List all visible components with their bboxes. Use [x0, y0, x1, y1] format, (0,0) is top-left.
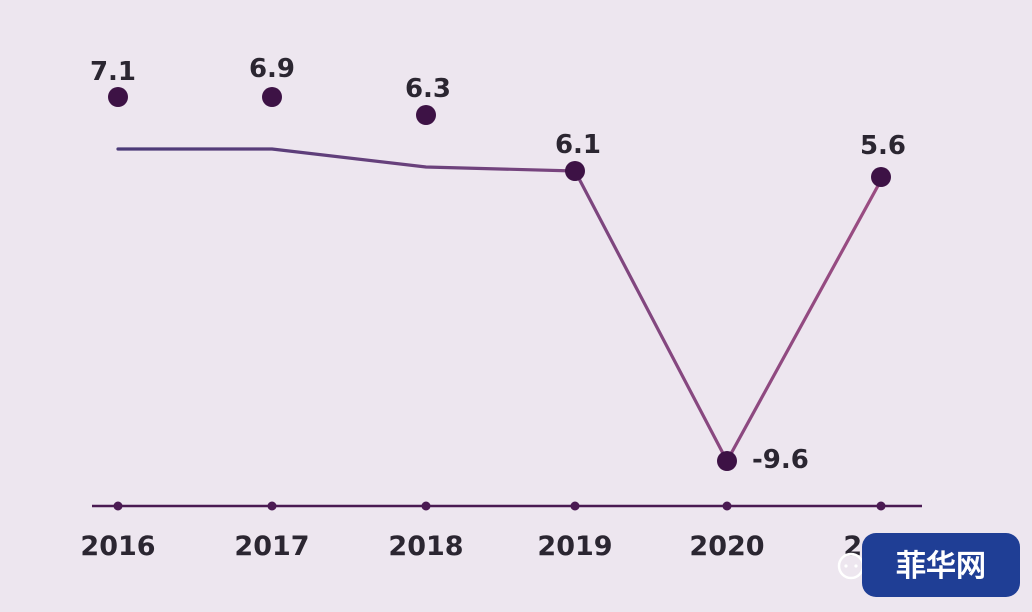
data-label-2016: 7.1 — [90, 57, 136, 87]
wechat-icon-inner — [844, 564, 848, 568]
x-tick-2018 — [421, 501, 431, 511]
x-tick-label-2016: 2016 — [80, 531, 155, 562]
data-point-2019 — [565, 161, 585, 181]
x-tick-label-2018: 2018 — [388, 531, 463, 562]
data-point-2020 — [717, 451, 737, 471]
data-point-2021 — [871, 167, 891, 187]
x-tick-2019 — [570, 501, 580, 511]
watermark-badge: 菲华网 — [837, 533, 1020, 597]
wechat-icon-inner-2 — [854, 564, 858, 568]
watermark-background — [862, 533, 1020, 597]
data-label-2019: 6.1 — [555, 130, 601, 160]
data-label-2018: 6.3 — [405, 74, 451, 104]
data-point-2017 — [262, 87, 282, 107]
data-label-2020: -9.6 — [752, 445, 809, 475]
x-tick-2016 — [113, 501, 123, 511]
x-tick-2020 — [722, 501, 732, 511]
data-label-2017: 6.9 — [249, 54, 295, 84]
x-tick-label-2017: 2017 — [234, 531, 309, 562]
x-tick-2021 — [876, 501, 886, 511]
watermark-text: 菲华网 — [896, 549, 986, 584]
data-label-2021: 5.6 — [860, 131, 906, 161]
x-tick-label-2019: 2019 — [537, 531, 612, 562]
series-line — [116, 147, 883, 463]
x-tick-2017 — [267, 501, 277, 511]
data-point-2018 — [416, 105, 436, 125]
data-point-2016 — [108, 87, 128, 107]
x-tick-label-2020: 2020 — [689, 531, 764, 562]
